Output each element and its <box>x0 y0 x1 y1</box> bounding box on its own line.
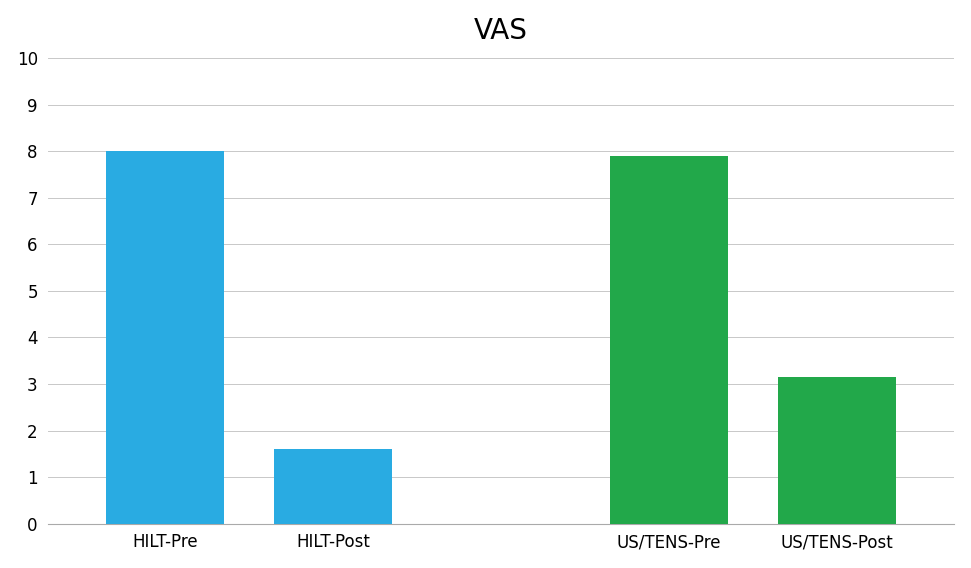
Bar <box>106 151 224 524</box>
Title: VAS: VAS <box>474 16 528 45</box>
Bar <box>778 377 895 524</box>
Bar <box>610 156 727 524</box>
Bar <box>274 449 391 524</box>
